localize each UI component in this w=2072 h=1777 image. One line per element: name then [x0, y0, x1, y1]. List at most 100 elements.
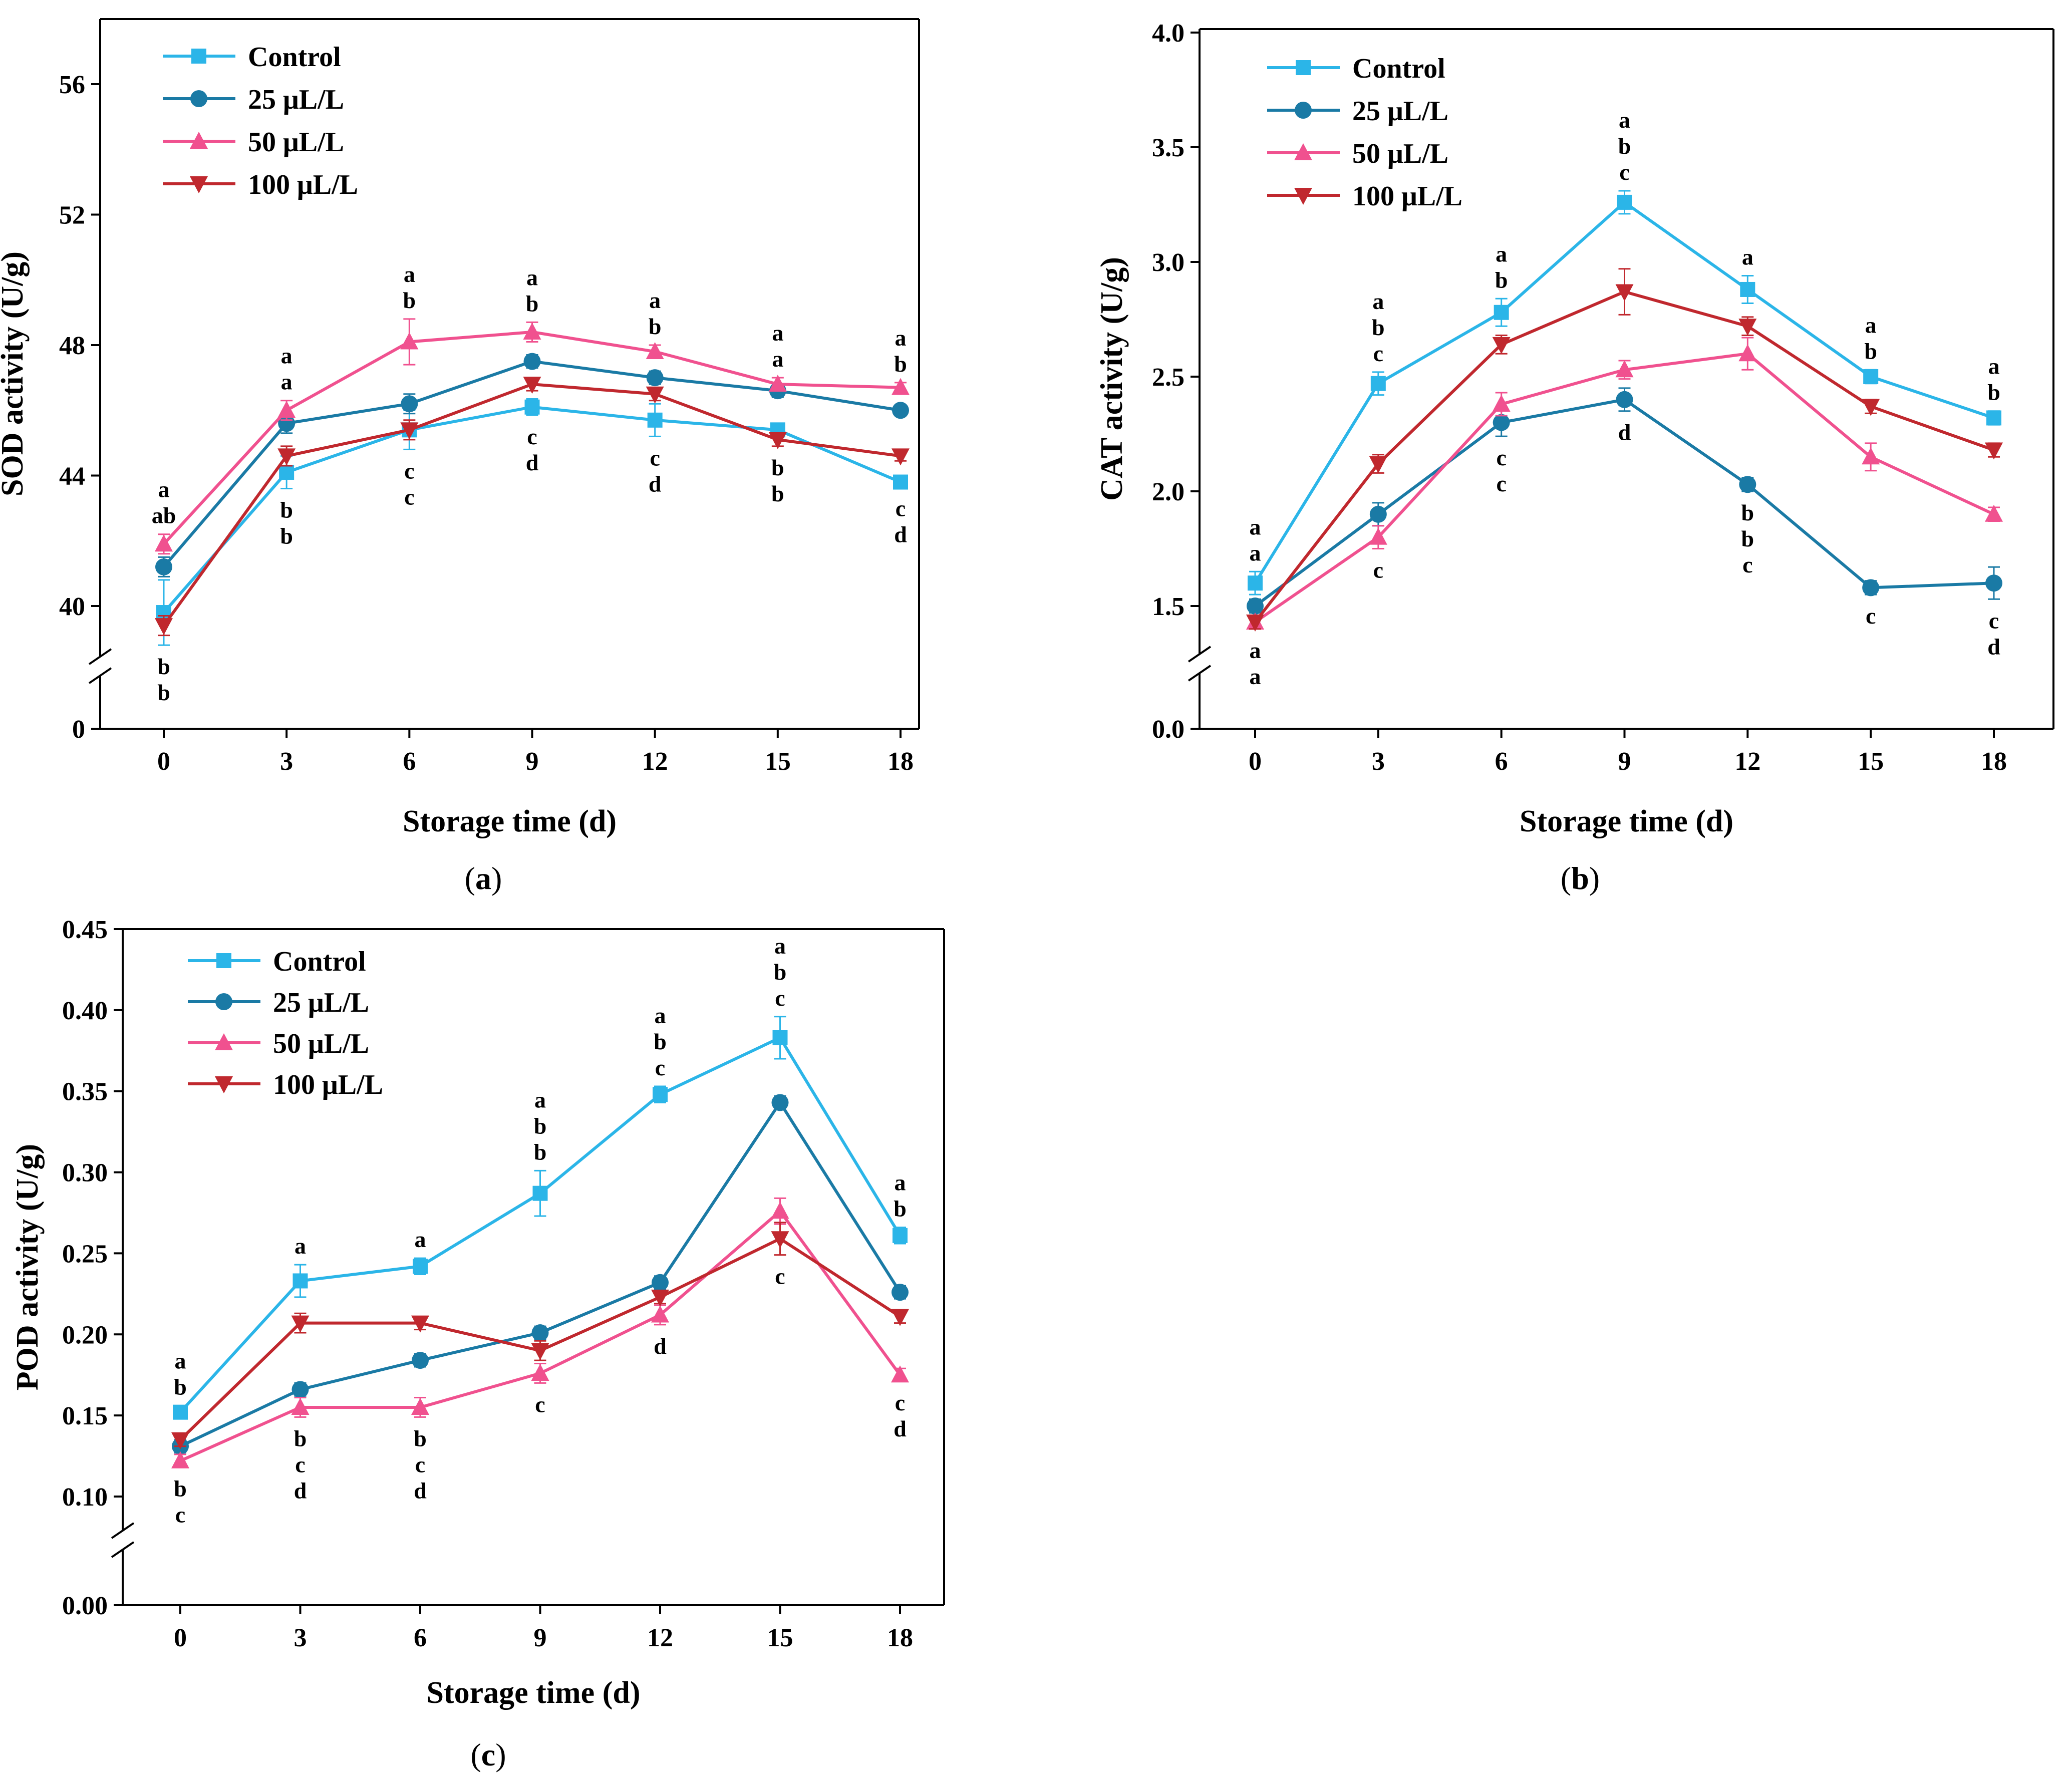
significance-letter: c: [404, 484, 414, 509]
data-point: [401, 395, 418, 413]
data-point: [1493, 414, 1510, 431]
x-axis-title: Storage time (d): [1520, 804, 1733, 838]
x-axis-title: Storage time (d): [403, 804, 617, 838]
data-point: [277, 401, 296, 418]
significance-letter: b: [1987, 380, 2000, 405]
series-3: [1246, 268, 2003, 632]
data-point: [1862, 399, 1880, 416]
significance-letter: a: [1742, 244, 1753, 269]
data-point: [1985, 504, 2003, 522]
significance-letter: a: [415, 1227, 426, 1252]
significance-letter: a: [534, 1087, 546, 1112]
significance-letter: b: [1864, 338, 1877, 364]
data-point: [1862, 579, 1880, 597]
legend-marker: [190, 132, 208, 149]
series-1: [1247, 387, 2002, 615]
y-tick-label: 2.5: [1152, 363, 1185, 392]
significance-letter: b: [1495, 267, 1508, 292]
legend-marker: [1294, 188, 1312, 205]
significance-letter: b: [174, 1476, 187, 1502]
legend: Control 25 μL/L 50 μL/L 100 μL/L: [188, 946, 383, 1100]
significance-letter: c: [404, 458, 414, 483]
legend-label: 50 μL/L: [248, 127, 344, 158]
significance-letter: d: [649, 471, 662, 496]
y-tick-label: 40: [59, 593, 85, 621]
data-point: [1985, 574, 2002, 592]
significance-letter: b: [157, 680, 170, 705]
data-point: [771, 1094, 789, 1111]
data-point: [1617, 194, 1632, 210]
data-point: [768, 432, 787, 449]
data-point: [646, 342, 664, 360]
panel-label: (c): [470, 1737, 506, 1772]
x-tick-label: 12: [642, 747, 668, 776]
legend-label: 100 μL/L: [1352, 181, 1462, 212]
data-point: [771, 1202, 789, 1219]
data-point: [278, 415, 295, 432]
significance-letter: b: [403, 287, 416, 313]
significance-letter: b: [649, 314, 662, 339]
data-point: [651, 1305, 669, 1323]
data-point: [892, 402, 909, 419]
x-tick-label: 6: [414, 1624, 427, 1652]
data-point: [523, 353, 541, 370]
series-2: [171, 1197, 909, 1468]
significance-letter: a: [1250, 664, 1261, 689]
y-tick-label: 0.10: [62, 1483, 108, 1512]
y-tick-label: 0.0: [1152, 715, 1185, 744]
data-point: [892, 378, 910, 395]
significance-letter: c: [1496, 445, 1506, 470]
significance-letter: c: [775, 985, 785, 1011]
data-point: [531, 1363, 549, 1381]
significance-letter: b: [174, 1374, 187, 1400]
x-tick-label: 15: [1858, 747, 1884, 776]
significance-letter: b: [1372, 315, 1385, 340]
significance-letter: b: [771, 455, 784, 480]
x-tick-label: 3: [280, 747, 293, 776]
x-tick-label: 0: [1249, 747, 1262, 776]
significance-letter: c: [775, 1264, 785, 1289]
significance-letter: c: [1496, 471, 1506, 496]
legend-marker: [215, 993, 232, 1010]
significance-letter: b: [294, 1425, 307, 1451]
data-point: [277, 448, 296, 466]
significance-letter: a: [655, 1003, 666, 1028]
y-tick-label: 3.0: [1152, 248, 1185, 277]
y-tick-label: 2.0: [1152, 478, 1185, 506]
significance-letter: a: [1250, 638, 1261, 663]
legend-label: 100 μL/L: [273, 1069, 383, 1100]
data-point: [531, 1324, 549, 1342]
legend-marker: [215, 1033, 233, 1050]
legend-marker: [216, 953, 231, 968]
data-point: [532, 1186, 548, 1201]
significance-letter: b: [526, 290, 539, 316]
significance-letter: d: [414, 1477, 427, 1503]
data-point: [893, 474, 908, 490]
data-point: [1862, 447, 1880, 465]
significance-letter: b: [1741, 500, 1754, 525]
significance-letter: a: [895, 1170, 906, 1196]
significance-letter: c: [650, 445, 660, 470]
chart-panel-a: 0 40 44 48 52 56 0 3 6 9 12 15 18 Storage time (d) SOD…: [0, 18, 920, 896]
significance-letter: b: [654, 1029, 667, 1054]
x-tick-label: 12: [1734, 747, 1760, 776]
legend-marker: [215, 1076, 233, 1093]
significance-letter: a: [772, 346, 783, 372]
data-point: [1492, 337, 1511, 354]
significance-letter: b: [894, 351, 907, 377]
data-point: [1369, 456, 1387, 474]
legend-marker: [1294, 143, 1312, 160]
data-point: [647, 412, 663, 428]
significance-letter: c: [1742, 552, 1752, 577]
significance-letter: b: [414, 1425, 427, 1451]
data-point: [1986, 410, 2001, 426]
legend: Control 25 μL/L 50 μL/L 100 μL/L: [1267, 53, 1462, 212]
significance-letter: a: [1372, 288, 1384, 314]
significance-letter: a: [774, 933, 786, 959]
significance-letter: d: [1987, 634, 2000, 659]
data-point: [1738, 344, 1757, 362]
legend: Control 25 μL/L 50 μL/L 100 μL/L: [163, 42, 358, 200]
significance-letter: c: [1619, 159, 1629, 185]
y-tick-label: 48: [59, 332, 85, 360]
y-tick-label: 56: [59, 71, 85, 99]
